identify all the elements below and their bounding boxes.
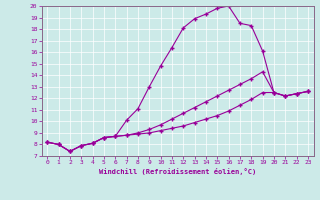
X-axis label: Windchill (Refroidissement éolien,°C): Windchill (Refroidissement éolien,°C) (99, 168, 256, 175)
